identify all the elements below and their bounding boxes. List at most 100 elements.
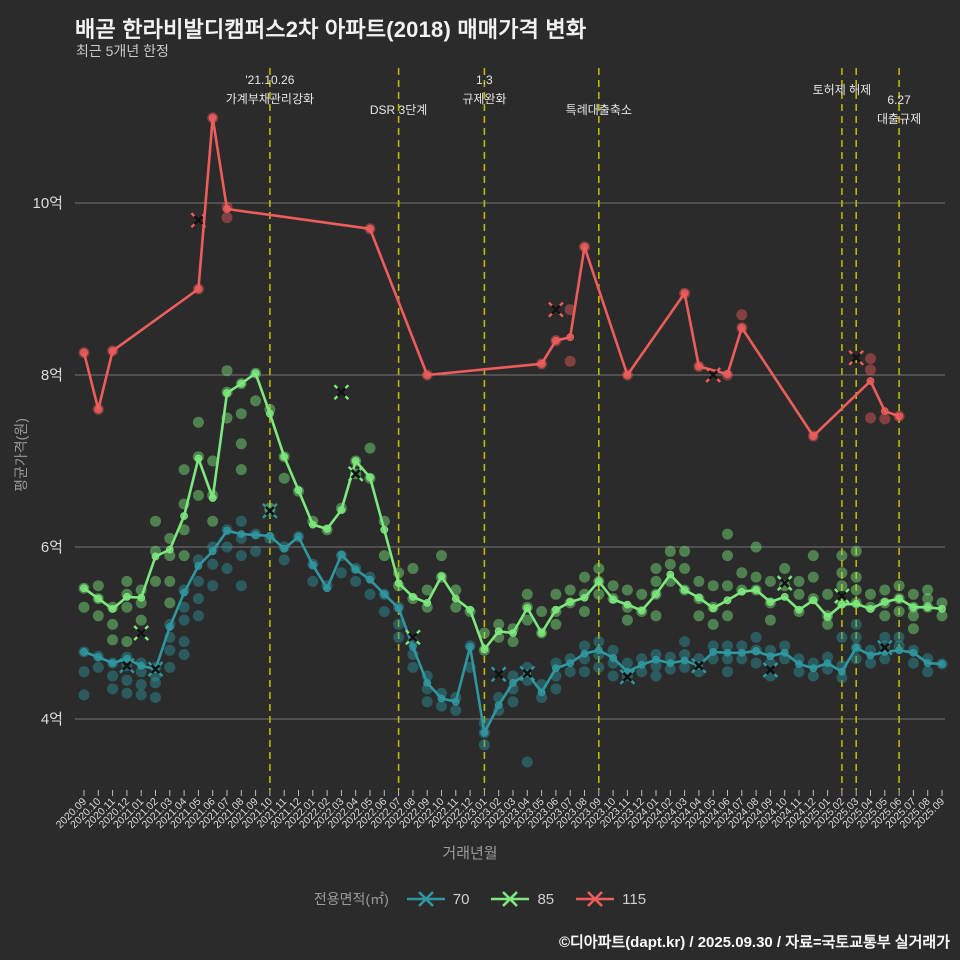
- scatter-dot-s85: [679, 545, 691, 557]
- x-marker-core: [550, 304, 561, 315]
- series-point-s115: [809, 432, 818, 440]
- scatter-dot-s85: [722, 528, 733, 540]
- series-point-s85: [423, 599, 432, 607]
- x-marker-core: [264, 505, 275, 516]
- series-point-s85: [266, 409, 274, 418]
- series-point-s70: [237, 530, 246, 538]
- series-point-s70: [294, 532, 303, 541]
- series-point-s70: [537, 688, 546, 697]
- series-point-s85: [852, 599, 861, 608]
- scatter-dot-s85: [550, 618, 562, 630]
- series-point-s115: [580, 242, 589, 251]
- series-line-s85: [83, 371, 943, 651]
- scatter-dot-s115: [736, 309, 748, 321]
- series-point-s115: [895, 412, 903, 421]
- scatter-dot-s85: [621, 614, 633, 626]
- scatter-dot-s70: [350, 575, 362, 587]
- scatter-dot-s70: [579, 666, 590, 678]
- scatter-dot-s85: [836, 580, 848, 592]
- scatter-dot-s85: [779, 580, 791, 592]
- scatter-dot-s85: [693, 610, 705, 622]
- scatter-dot-s70: [164, 644, 176, 656]
- scatter-dot-s70: [307, 575, 319, 587]
- scatter-dot-s85: [221, 365, 233, 377]
- scatter-dot-s85: [836, 550, 848, 562]
- series-point-s85: [523, 604, 532, 612]
- scatter-dot-s85: [521, 614, 533, 626]
- scatter-dot-s70: [250, 545, 262, 557]
- series-point-s70: [895, 646, 903, 655]
- scatter-dot-s85: [178, 464, 190, 476]
- scatter-dot-s70: [278, 554, 290, 566]
- scatter-dot-s85: [579, 571, 590, 583]
- legend-item-85[interactable]: 85: [491, 891, 554, 908]
- series-point-s85: [637, 606, 646, 615]
- scatter-dot-s70: [507, 670, 519, 682]
- series-point-s85: [695, 593, 703, 602]
- series-point-s85: [923, 603, 932, 612]
- legend-marker-icon: [491, 891, 530, 907]
- scatter-dot-s85: [907, 610, 919, 622]
- scatter-dot-s70: [907, 657, 919, 669]
- series-point-s70: [394, 604, 403, 612]
- scatter-dot-s70: [807, 670, 819, 682]
- scatter-dot-s85: [822, 618, 834, 630]
- legend-title: 전용면적(㎡): [313, 891, 389, 907]
- scatter-dot-s85: [235, 408, 247, 420]
- series-point-s70: [223, 526, 231, 535]
- scatter-dot-s85: [893, 606, 905, 617]
- scatter-dot-s70: [135, 666, 147, 678]
- scatter-dot-s70: [478, 739, 490, 751]
- legend-items: 70 85 115: [406, 891, 646, 908]
- price-line-chart: 10억 8억 6억 4억 평균가격(원) '21.10.26 가계부채관리강화 DSR 3단계…: [13, 68, 948, 862]
- legend-item-115[interactable]: 115: [576, 891, 646, 908]
- series-point-s70: [709, 648, 718, 656]
- scatter-dot-s85: [621, 584, 633, 596]
- scatter-dot-s85: [92, 580, 104, 592]
- scatter-dot-s85: [764, 575, 776, 587]
- series-point-s85: [137, 593, 146, 602]
- scatter-dot-s70: [550, 683, 562, 695]
- x-marker-core: [336, 387, 347, 398]
- scatter-dot-s70: [679, 661, 691, 673]
- scatter-dot-s70: [207, 580, 219, 592]
- scatter-dot-s70: [235, 515, 247, 527]
- series-point-s115: [695, 362, 703, 371]
- series-point-s85: [880, 598, 889, 606]
- scatter-dot-s85: [850, 584, 862, 596]
- scatter-dot-s85: [793, 588, 805, 600]
- scatter-dot-s85: [793, 575, 805, 587]
- series-point-s85: [594, 577, 603, 586]
- series-point-s85: [609, 595, 617, 604]
- legend-item-70[interactable]: 70: [406, 891, 469, 908]
- scatter-dot-s70: [421, 696, 433, 708]
- series-point-s85: [237, 379, 246, 388]
- x-marker-core: [765, 665, 776, 675]
- scatter-dot-s70: [235, 550, 247, 562]
- scatter-dot-s70: [650, 670, 662, 682]
- event-label: 대출규제: [877, 112, 921, 126]
- scatter-dot-s85: [121, 636, 133, 648]
- scatter-dot-s70: [579, 640, 590, 652]
- scatter-dot-s85: [450, 601, 462, 613]
- series-point-s85: [909, 603, 918, 612]
- x-marker-core: [121, 660, 132, 671]
- series-point-s70: [194, 562, 203, 570]
- scatter-dot-s85: [593, 588, 605, 600]
- scatter-dot-s70: [750, 631, 762, 643]
- series-point-s85: [780, 592, 789, 601]
- scatter-dot-s70: [664, 651, 676, 663]
- y-tick-label: 6억: [41, 539, 63, 556]
- series-point-s85: [494, 627, 503, 636]
- scatter-dot-s85: [836, 567, 848, 579]
- series-point-s115: [623, 371, 632, 379]
- series-point-s85: [108, 605, 117, 613]
- event-label: 토허제 해제: [813, 83, 872, 97]
- scatter-dot-s85: [121, 601, 133, 613]
- series-point-s70: [308, 561, 317, 569]
- scatter-dot-s85: [579, 606, 590, 617]
- scatter-dot-s85: [722, 550, 733, 562]
- series-point-s85: [380, 525, 389, 534]
- series-point-s85: [294, 486, 303, 495]
- series-point-s85: [866, 605, 875, 613]
